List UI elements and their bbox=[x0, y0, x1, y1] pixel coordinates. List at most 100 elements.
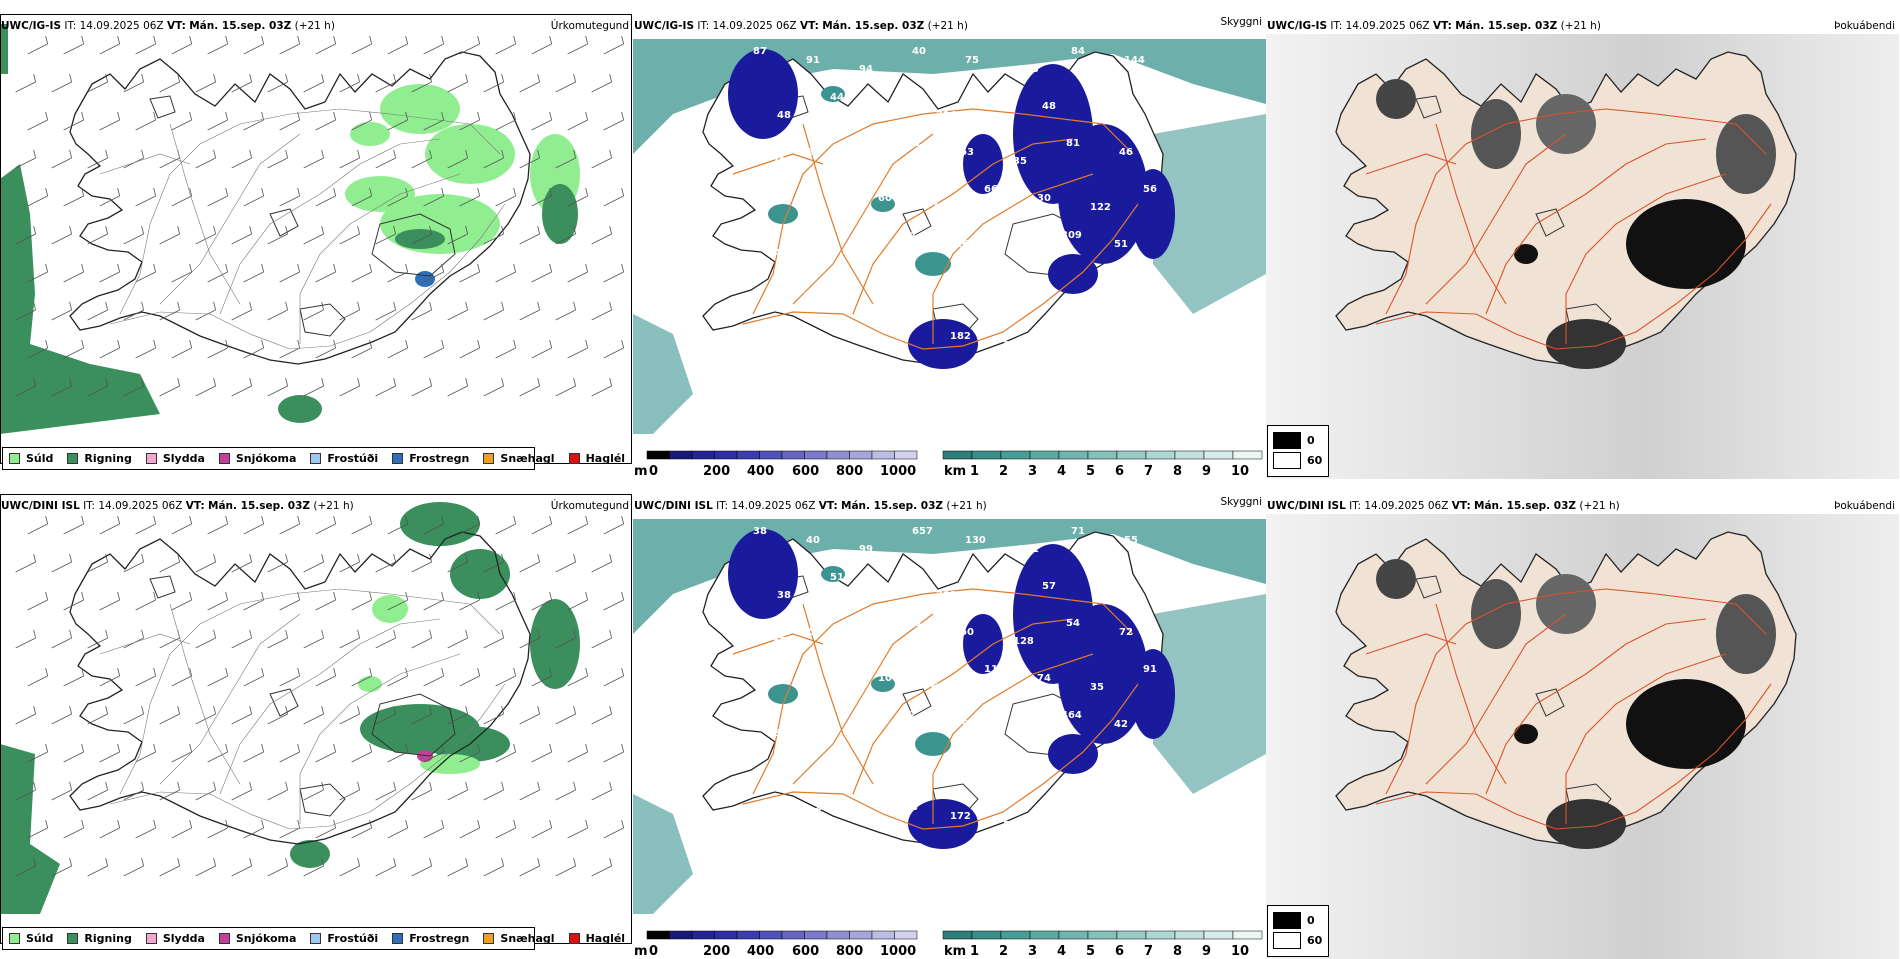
cloud-base-label: 51 bbox=[825, 664, 839, 675]
cloud-base-label: 94 bbox=[859, 64, 873, 75]
cloud-base-label: 48 bbox=[777, 110, 791, 121]
road-network bbox=[1365, 588, 1772, 830]
cloud-vis-scales: m 0 200 400 600 800 1000 km 1 2 3 4 5 6 7 8 9 10 bbox=[634, 450, 1263, 479]
vis-scale-tick: 10 bbox=[1231, 944, 1249, 959]
cloud-base-label: 30 bbox=[844, 294, 858, 305]
cloud-base-label: 61 bbox=[926, 294, 940, 305]
vis-scale-tick: 4 bbox=[1057, 464, 1066, 479]
cloud-scale-tick: 0 bbox=[649, 464, 658, 479]
panel-title: Þokuábendi bbox=[1834, 20, 1895, 32]
legend-label: Rigning bbox=[84, 452, 132, 465]
cloud-scale-unit: m bbox=[634, 464, 648, 479]
panel-title: Þokuábendi bbox=[1834, 500, 1895, 512]
cloud-base-label: 91 bbox=[1143, 664, 1157, 675]
fog-legend-row: 60 bbox=[1273, 452, 1322, 469]
cloud-base-label: 47 bbox=[902, 710, 916, 721]
cloud-scale-tick: 800 bbox=[836, 944, 863, 959]
cloud-base-label: 110 bbox=[1085, 774, 1106, 785]
legend-item: Snjókoma bbox=[218, 452, 296, 465]
cloud-base-label: 464 bbox=[1061, 710, 1082, 721]
vis-scale-tick: 9 bbox=[1202, 464, 1211, 479]
cloud-scale-unit: m bbox=[634, 944, 648, 959]
cloud-base-label: 46 bbox=[1119, 147, 1133, 158]
fog-area bbox=[1536, 94, 1596, 154]
cloud-base-label: 38 bbox=[777, 590, 791, 601]
drizzle-area bbox=[345, 176, 415, 212]
vis-scale-swatch bbox=[971, 930, 1002, 940]
legend-swatch bbox=[145, 933, 157, 944]
fog-area bbox=[1514, 244, 1538, 264]
vis-scale-tick: 7 bbox=[1144, 464, 1153, 479]
low-visibility-area bbox=[768, 684, 798, 704]
panel-header: UWC/IG-IS IT: 14.09.2025 06Z VT: Mán. 15… bbox=[1, 20, 335, 32]
legend-swatch bbox=[310, 453, 322, 464]
panel-header: UWC/IG-IS IT: 14.09.2025 06Z VT: Mán. 15… bbox=[1267, 20, 1601, 32]
fog-legend-label: 60 bbox=[1307, 454, 1323, 467]
vis-scale-swatch bbox=[1232, 450, 1263, 460]
legend-swatch bbox=[568, 933, 580, 944]
drizzle-area bbox=[358, 676, 382, 692]
cloud-scale-tick: 1000 bbox=[880, 464, 916, 479]
road-network bbox=[732, 108, 1139, 350]
cloud-base-label: 172 bbox=[950, 811, 971, 822]
vis-scale-swatch bbox=[1058, 930, 1089, 940]
low-visibility-area bbox=[633, 794, 693, 914]
cloud-base-label: 130 bbox=[965, 535, 986, 546]
cloud-base-label: 44 bbox=[796, 193, 810, 204]
road-network bbox=[1365, 108, 1772, 350]
cloud-base-label: 50 bbox=[801, 627, 815, 638]
cloud-base-label: 82 bbox=[873, 765, 887, 776]
cloud-scale-swatch bbox=[646, 930, 670, 940]
cloud-base-label: 38 bbox=[791, 765, 805, 776]
cloud-scale-tick: 400 bbox=[747, 944, 774, 959]
vis-scale-swatch bbox=[1174, 930, 1205, 940]
road-network bbox=[99, 588, 506, 830]
cloud-base-label: 59 bbox=[801, 147, 815, 158]
legend-item: Slydda bbox=[145, 932, 205, 945]
cloud-scale-swatch bbox=[669, 930, 693, 940]
legend-item: Haglél bbox=[568, 932, 625, 945]
legend-label: Frostregn bbox=[409, 452, 470, 465]
legend-label: Frostúði bbox=[327, 932, 379, 945]
cloud-base-label: 63 bbox=[960, 147, 974, 158]
iceland-coastline bbox=[69, 531, 531, 845]
fog-legend-swatch bbox=[1273, 452, 1301, 469]
cloud-base-label: 42 bbox=[1114, 719, 1128, 730]
cloud-base-label: 74 bbox=[1037, 673, 1051, 684]
low-cloud-area bbox=[1058, 604, 1148, 744]
vis-scale-swatch bbox=[1000, 450, 1031, 460]
legend-swatch bbox=[483, 933, 495, 944]
cloud-scale-swatch bbox=[781, 450, 805, 460]
precip-legend: Súld Rigning Slydda Snjókoma Frostúði Frostre… bbox=[2, 447, 625, 470]
rain-area bbox=[0, 744, 60, 914]
legend-swatch bbox=[392, 933, 404, 944]
panel-title: Úrkomutegund bbox=[550, 20, 629, 32]
fog-legend-label: 0 bbox=[1307, 914, 1315, 927]
cloud-base-label: 34 bbox=[902, 230, 916, 241]
glacier-outline bbox=[1535, 208, 1565, 237]
panel-header: UWC/DINI ISL IT: 14.09.2025 06Z VT: Mán.… bbox=[634, 500, 987, 512]
glacier-outline bbox=[1535, 688, 1565, 717]
cloud-base-label: 99 bbox=[859, 544, 873, 555]
legend-label: Snæhagl bbox=[500, 452, 555, 465]
cloud-base-label: 39 bbox=[854, 156, 868, 167]
cloud-base-label: 84 bbox=[1071, 46, 1085, 57]
cloud-base-label: 54 bbox=[1066, 618, 1080, 629]
low-visibility-area bbox=[821, 86, 845, 102]
glacier-outline bbox=[902, 208, 932, 237]
cloud-base-label: 203 bbox=[936, 590, 957, 601]
cloud-base-label: 91 bbox=[806, 55, 820, 66]
vis-scale-tick: 6 bbox=[1115, 464, 1124, 479]
cloud-scale-swatch bbox=[804, 450, 828, 460]
vis-scale-tick: 9 bbox=[1202, 944, 1211, 959]
cloud-base-label: 48 bbox=[820, 710, 834, 721]
cloud-base-label: 55 bbox=[1124, 535, 1138, 546]
cloud-scale-tick: 200 bbox=[703, 944, 730, 959]
legend-item: Frostregn bbox=[392, 452, 469, 465]
low-cloud-area bbox=[1048, 734, 1098, 774]
cloud-base-label: 106 bbox=[878, 673, 899, 684]
cloud-base-label: 40 bbox=[912, 46, 926, 57]
vis-scale-tick: 1 bbox=[970, 464, 979, 479]
rain-area bbox=[400, 502, 480, 546]
fog-area bbox=[1626, 199, 1746, 289]
